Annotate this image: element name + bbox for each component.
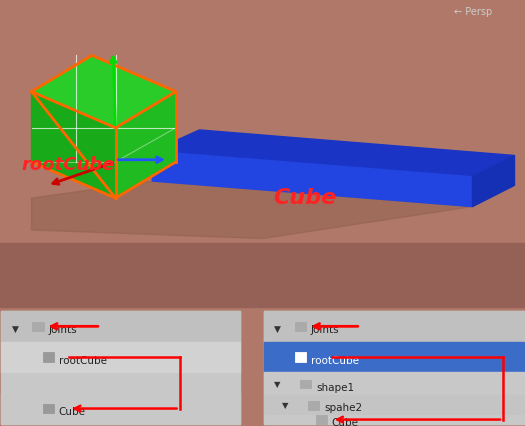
Text: rootCube: rootCube <box>311 356 359 366</box>
Bar <box>0 0 525 307</box>
Text: spahe2: spahe2 <box>324 403 362 413</box>
Bar <box>300 380 311 388</box>
Bar <box>264 372 524 395</box>
Bar <box>0 243 525 307</box>
Polygon shape <box>32 181 473 239</box>
Bar <box>295 322 306 331</box>
Bar <box>32 322 44 331</box>
Text: Cube: Cube <box>59 407 86 417</box>
Polygon shape <box>116 92 176 198</box>
Bar <box>316 415 327 424</box>
Bar <box>1 393 240 424</box>
Bar <box>43 352 54 362</box>
Text: Joints: Joints <box>48 325 77 335</box>
Text: ← Persp: ← Persp <box>454 7 492 17</box>
Text: ▼: ▼ <box>12 325 18 334</box>
Bar <box>308 401 319 409</box>
Bar <box>264 415 524 424</box>
Text: ▼: ▼ <box>274 325 281 334</box>
Polygon shape <box>152 130 514 177</box>
Text: Cube: Cube <box>332 418 359 426</box>
Text: rootCube: rootCube <box>21 156 114 174</box>
Bar <box>264 395 524 415</box>
Text: Cube: Cube <box>273 188 336 208</box>
Bar <box>264 342 524 372</box>
Bar <box>1 311 240 342</box>
Text: shape1: shape1 <box>316 383 354 393</box>
Text: rootCube: rootCube <box>59 356 107 366</box>
Text: ▼: ▼ <box>274 380 280 389</box>
Polygon shape <box>32 55 176 128</box>
Bar <box>295 352 306 362</box>
Bar <box>264 311 524 342</box>
Text: ▼: ▼ <box>282 401 288 410</box>
Polygon shape <box>472 155 514 207</box>
Polygon shape <box>152 151 473 207</box>
Bar <box>264 311 524 424</box>
Bar <box>43 404 54 413</box>
Bar <box>1 342 240 372</box>
Polygon shape <box>32 92 116 198</box>
Text: Joints: Joints <box>311 325 340 335</box>
Bar <box>1 311 240 424</box>
